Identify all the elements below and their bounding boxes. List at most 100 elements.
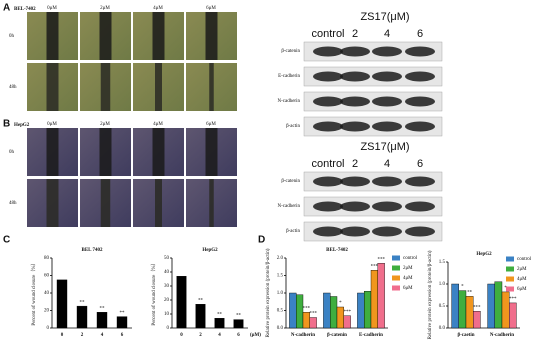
bar bbox=[370, 270, 379, 329]
band bbox=[340, 176, 370, 187]
concentration: 6μM bbox=[206, 122, 216, 127]
bar bbox=[494, 281, 503, 329]
bar bbox=[330, 296, 338, 329]
legend-label: 2μM bbox=[403, 266, 413, 271]
band bbox=[340, 226, 370, 237]
blot-title: ZS17(μM) bbox=[360, 141, 409, 153]
y-tick-label: 0 bbox=[167, 326, 170, 331]
bar bbox=[458, 290, 467, 329]
cell-line: HepG2 bbox=[14, 123, 30, 128]
significance: ** bbox=[467, 290, 473, 295]
legend-label: 2μM bbox=[517, 267, 527, 272]
legend-swatch bbox=[392, 265, 400, 271]
significance: ** bbox=[100, 306, 106, 311]
wound-gap bbox=[205, 12, 218, 60]
band bbox=[313, 96, 343, 107]
band bbox=[340, 121, 370, 132]
bar bbox=[96, 312, 108, 329]
band bbox=[372, 201, 402, 212]
lane-label: 6 bbox=[417, 158, 423, 170]
legend-label: control bbox=[403, 256, 418, 261]
lane-label: 4 bbox=[384, 28, 390, 40]
blot-title: ZS17(μM) bbox=[360, 11, 409, 23]
band bbox=[313, 71, 343, 82]
significance: *** bbox=[473, 305, 481, 310]
wound-gap bbox=[46, 63, 59, 111]
legend-swatch bbox=[506, 276, 514, 282]
legend-label: 4μM bbox=[403, 276, 413, 281]
bar bbox=[451, 283, 460, 329]
band bbox=[405, 46, 435, 57]
significance: *** bbox=[309, 312, 317, 317]
wound-gap bbox=[46, 179, 59, 227]
panel-label: C bbox=[3, 235, 10, 246]
legend-swatch bbox=[392, 255, 400, 261]
x-tick-label: 6 bbox=[237, 333, 240, 338]
bar bbox=[309, 317, 317, 329]
bar bbox=[509, 302, 517, 329]
bar bbox=[195, 304, 206, 329]
x-tick-label: 0 bbox=[61, 333, 64, 338]
bar bbox=[214, 318, 225, 329]
band bbox=[405, 96, 435, 107]
wound-gap bbox=[99, 12, 112, 60]
y-tick-label: 1.0 bbox=[439, 282, 446, 287]
x-tick-label: 6 bbox=[121, 333, 124, 338]
band bbox=[405, 226, 435, 237]
bar bbox=[296, 294, 304, 329]
band bbox=[340, 201, 370, 212]
band bbox=[405, 201, 435, 212]
concentration: 0μM bbox=[47, 122, 57, 127]
legend-swatch bbox=[506, 256, 514, 262]
chart-title: HepG2 bbox=[476, 252, 492, 257]
y-tick-label: 0 bbox=[47, 326, 50, 331]
significance: *** bbox=[343, 310, 351, 315]
band bbox=[313, 121, 343, 132]
y-tick-label: 1.5 bbox=[277, 274, 284, 279]
panel-label: B bbox=[3, 119, 10, 130]
band bbox=[405, 176, 435, 187]
protein-label: N-cadherin bbox=[278, 204, 301, 209]
x-tick-label: 0 bbox=[180, 333, 183, 338]
band bbox=[372, 46, 402, 57]
y-tick-label: 2.0 bbox=[277, 256, 284, 261]
band bbox=[313, 176, 343, 187]
significance: *** bbox=[371, 264, 379, 269]
significance: * bbox=[461, 285, 464, 290]
y-tick-label: 60 bbox=[44, 274, 50, 279]
lane-label: control bbox=[311, 158, 344, 170]
x-tick-label: 2 bbox=[199, 333, 202, 338]
significance: ** bbox=[120, 311, 126, 316]
bar bbox=[343, 315, 351, 329]
band bbox=[405, 121, 435, 132]
wound-gap bbox=[209, 179, 214, 227]
bar bbox=[377, 263, 385, 329]
concentration: 4μM bbox=[153, 122, 163, 127]
y-axis-label: Relative protein expression (protein/β-a… bbox=[428, 250, 433, 339]
y-axis-label: Percent of wound closure（%） bbox=[151, 260, 157, 325]
concentration: 4μM bbox=[153, 6, 163, 11]
wound-gap bbox=[99, 128, 112, 176]
y-tick-label: 40 bbox=[44, 291, 50, 296]
protein-label: N-cadherin bbox=[278, 99, 301, 104]
concentration: 2μM bbox=[100, 6, 110, 11]
y-tick-label: 0.0 bbox=[277, 326, 284, 331]
wound-gap bbox=[205, 128, 218, 176]
bar bbox=[289, 292, 297, 329]
time-label: 0h bbox=[9, 34, 15, 39]
concentration: 6μM bbox=[206, 6, 216, 11]
panel-label: A bbox=[3, 3, 10, 14]
x-tick-label: 4 bbox=[218, 333, 221, 338]
x-tick-label: β-caetin bbox=[457, 333, 474, 338]
significance: ** bbox=[198, 298, 204, 303]
lane-label: 2 bbox=[352, 28, 358, 40]
legend-swatch bbox=[506, 286, 514, 292]
lane-label: 6 bbox=[417, 28, 423, 40]
bar bbox=[357, 292, 365, 329]
band bbox=[372, 176, 402, 187]
legend-label: 6μM bbox=[517, 287, 527, 292]
protein-label: E-cadherin bbox=[278, 74, 300, 79]
y-tick-label: 20 bbox=[164, 298, 170, 303]
significance: *** bbox=[303, 306, 311, 311]
